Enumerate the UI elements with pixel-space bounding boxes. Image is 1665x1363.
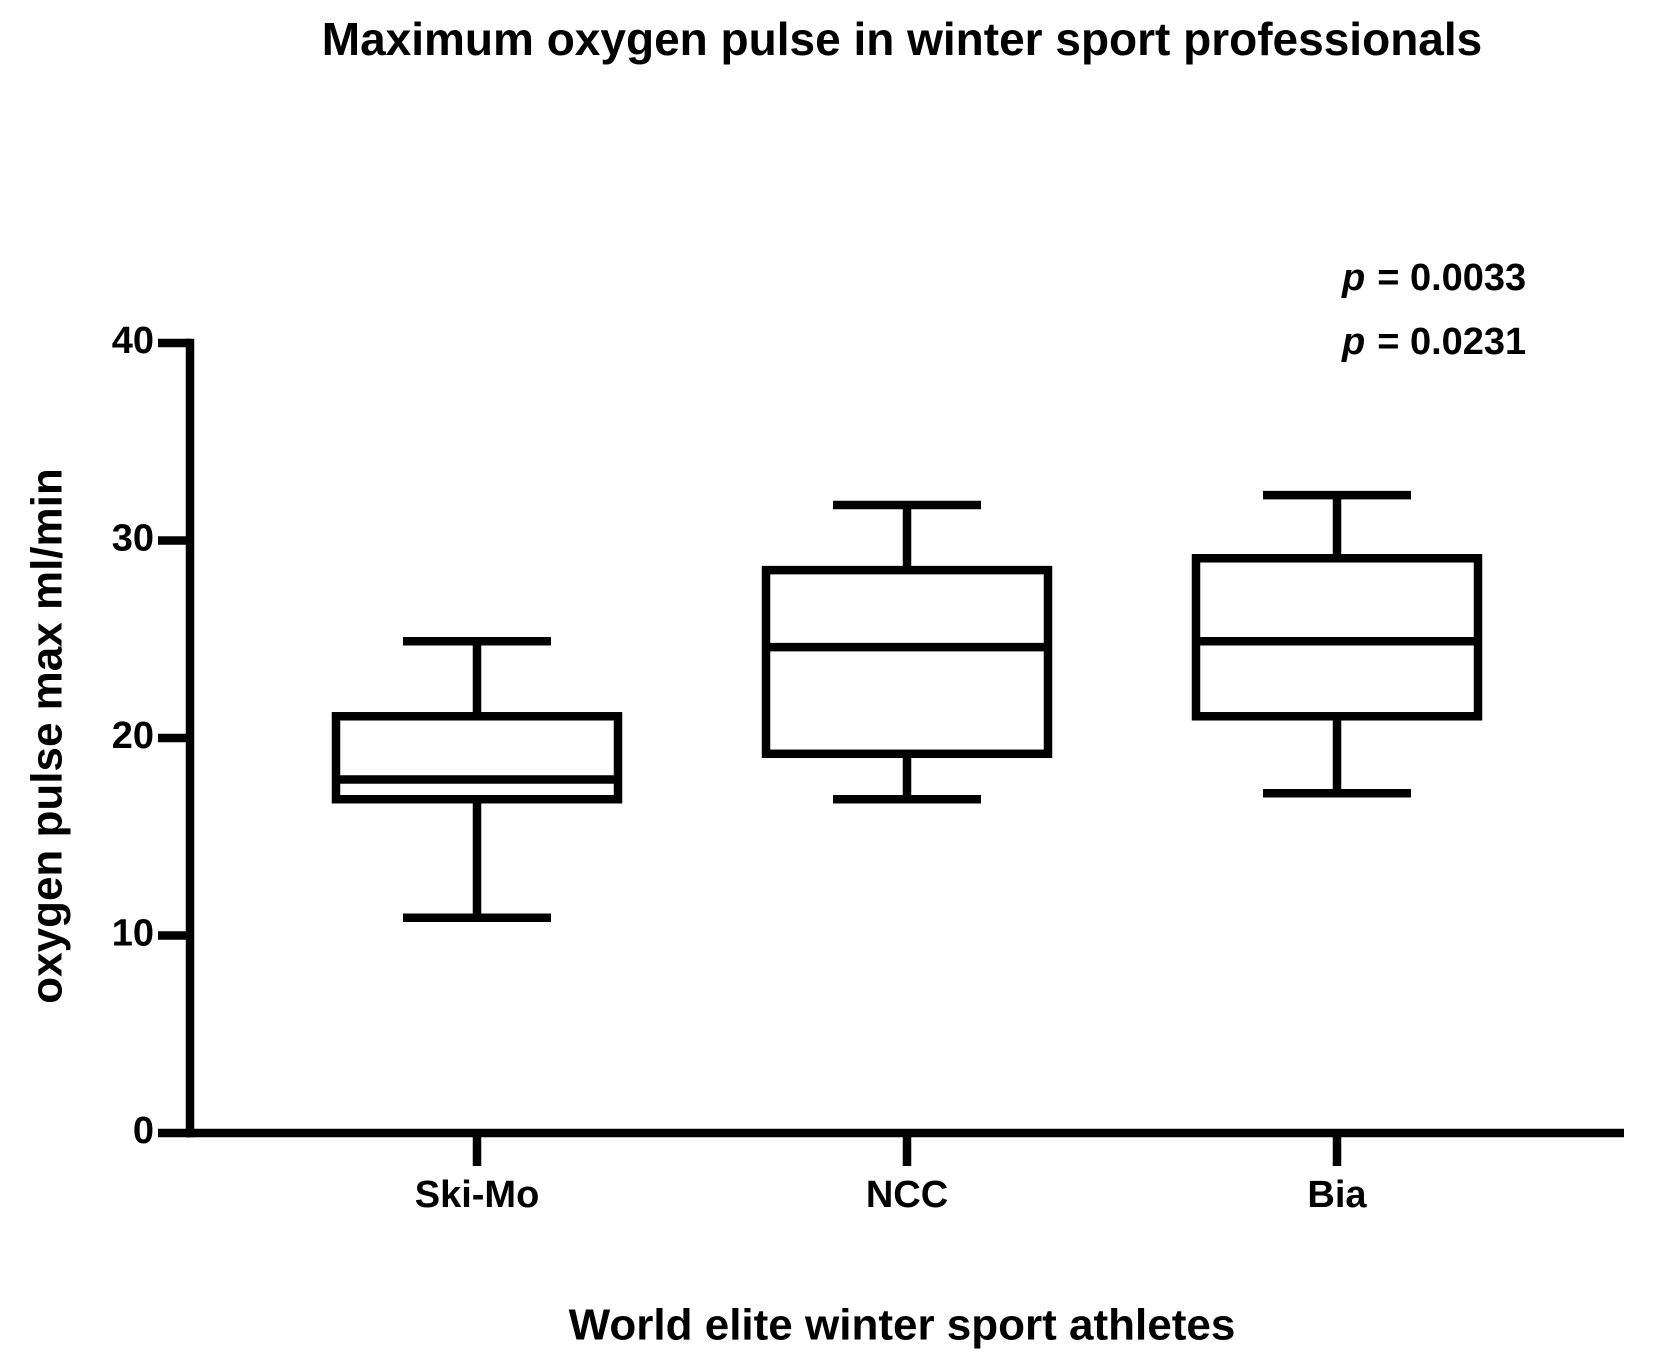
x-tick-label: NCC <box>866 1174 948 1216</box>
x-tick-label: Bia <box>1307 1174 1367 1216</box>
annotation-text: = 0.0033 <box>1377 257 1526 299</box>
y-tick-label: 10 <box>112 913 154 955</box>
y-tick-label: 30 <box>112 518 154 560</box>
x-axis-title: World elite winter sport athletes <box>569 1301 1236 1350</box>
y-tick-label: 0 <box>133 1110 154 1152</box>
box <box>761 565 1053 759</box>
annotation-italic: p <box>1341 257 1365 299</box>
box <box>331 712 623 804</box>
annotation: p = 0.0033 <box>1341 257 1526 299</box>
annotation-text: = 0.0231 <box>1377 321 1526 363</box>
annotation-italic: p <box>1341 321 1365 363</box>
chart-title: Maximum oxygen pulse in winter sport pro… <box>322 13 1482 65</box>
y-axis-title: oxygen pulse max ml/min <box>23 468 72 1004</box>
x-tick-label: Ski-Mo <box>415 1174 540 1216</box>
annotation: p = 0.0231 <box>1341 321 1526 363</box>
y-tick-label: 40 <box>112 320 154 362</box>
y-tick-label: 20 <box>112 715 154 757</box>
